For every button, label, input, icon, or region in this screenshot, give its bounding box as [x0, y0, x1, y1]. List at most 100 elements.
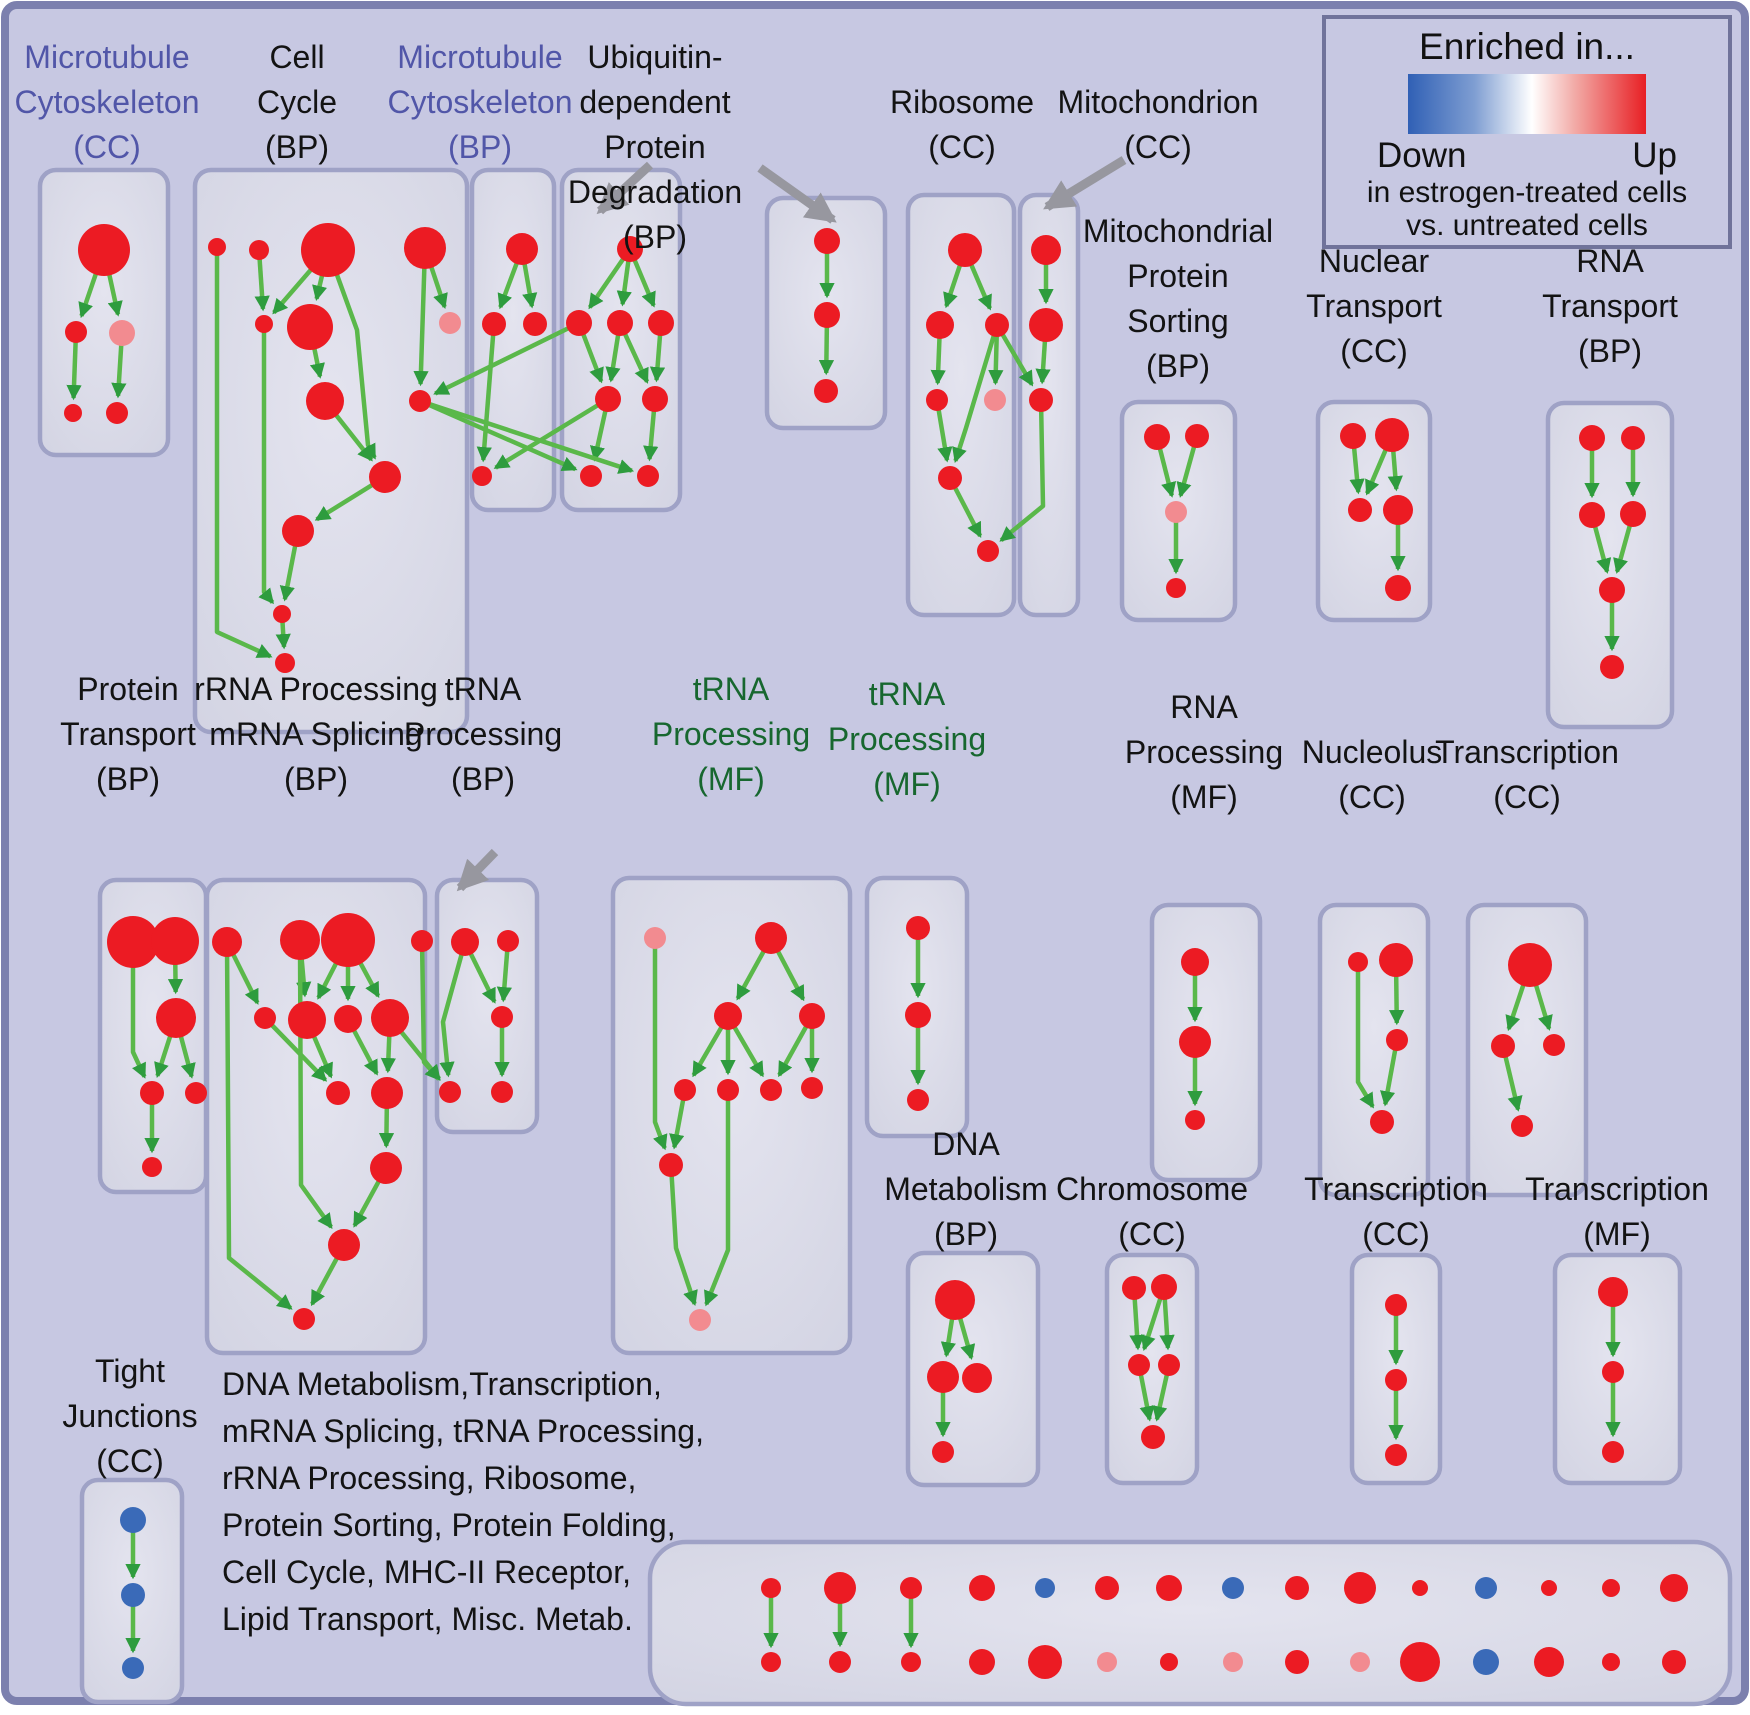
label-dna-metabolism-bp: DNA Metabolism (BP)	[884, 1126, 1048, 1252]
go-term-node	[439, 312, 461, 334]
go-term-node	[326, 1081, 350, 1105]
go-term-node	[282, 515, 314, 547]
go-term-node	[814, 302, 840, 328]
go-term-node	[1031, 235, 1061, 265]
go-term-node	[1344, 1572, 1376, 1604]
go-term-node	[275, 653, 295, 673]
go-term-node	[409, 390, 431, 412]
go-term-node	[1029, 388, 1053, 412]
label-mitochondrial-protein-sorting-bp: Mitochondrial Protein Sorting (BP)	[1083, 213, 1273, 384]
label-microtubule-cytoskeleton-cc: Microtubule Cytoskeleton (CC)	[15, 39, 200, 165]
label-nuclear-transport-cc: Nuclear Transport (CC)	[1306, 243, 1442, 369]
label-transcription-cc: Transcription (CC)	[1435, 734, 1619, 815]
go-term-node	[109, 320, 135, 346]
go-term-node	[761, 1578, 781, 1598]
go-term-node	[1598, 1277, 1628, 1307]
go-term-node	[1385, 1294, 1407, 1316]
go-term-node	[984, 389, 1006, 411]
label-pointer-arrow	[757, 164, 837, 224]
go-term-node	[1543, 1034, 1565, 1056]
go-term-node	[905, 1002, 931, 1028]
go-term-node	[814, 228, 840, 254]
go-term-node	[927, 1361, 959, 1393]
edge-arrow	[652, 938, 668, 1151]
edge-arrow	[999, 399, 1046, 542]
go-term-node	[824, 1572, 856, 1604]
rrna-processing-mrna-splicing-bp-box	[204, 877, 428, 1356]
go-term-node	[1144, 424, 1170, 450]
go-term-node	[580, 465, 602, 487]
go-term-node	[1028, 1645, 1062, 1679]
go-term-node	[1385, 1369, 1407, 1391]
go-term-node	[814, 379, 838, 403]
label-pointer-arrow	[1043, 156, 1127, 211]
go-term-node	[1185, 424, 1209, 448]
go-term-node	[1412, 1580, 1428, 1596]
go-term-node	[799, 1003, 825, 1029]
go-term-node	[1379, 943, 1413, 977]
nuclear-transport-cc-box	[1315, 399, 1433, 623]
go-term-node	[65, 321, 87, 343]
label-trna-processing-mf-2: tRNA Processing (MF)	[828, 676, 986, 802]
go-term-node	[801, 1077, 823, 1099]
go-term-node	[1158, 1354, 1180, 1376]
go-term-node	[1179, 1026, 1211, 1058]
go-term-node	[977, 540, 999, 562]
go-term-node	[566, 310, 592, 336]
go-term-node	[371, 1077, 403, 1109]
label-chromosome-cc: Chromosome (CC)	[1056, 1171, 1248, 1252]
go-term-node	[1370, 1110, 1394, 1134]
go-term-node	[1491, 1034, 1515, 1058]
go-term-node	[926, 311, 954, 339]
go-term-node	[451, 928, 479, 956]
edge-arrow	[433, 320, 580, 396]
label-mitochondrion-cc: Mitochondrion (CC)	[1058, 84, 1259, 165]
go-term-node	[1602, 1579, 1620, 1597]
go-term-node	[1166, 578, 1186, 598]
edge-arrow	[493, 397, 610, 470]
edge-arrow	[668, 1164, 698, 1307]
go-term-node	[411, 930, 433, 952]
edge-arrow	[66, 331, 82, 401]
label-rrna-processing-mrna-splicing-bp: rRNA Processing mRNA Splicing (BP)	[194, 671, 438, 797]
go-term-node	[404, 227, 446, 269]
go-term-node	[280, 920, 320, 960]
legend-down-label: Down	[1377, 136, 1467, 175]
label-trna-processing-mf-1: tRNA Processing (MF)	[652, 671, 810, 797]
edge-arrow	[952, 324, 1000, 464]
go-term-node	[755, 922, 787, 954]
edge-arrow	[419, 398, 578, 472]
go-term-node	[212, 927, 242, 957]
chromosome-cc-box	[1104, 1252, 1200, 1486]
go-term-node	[1375, 418, 1409, 452]
edge-arrow	[1355, 962, 1375, 1109]
go-term-node	[1400, 1642, 1440, 1682]
go-term-node	[985, 313, 1009, 337]
go-term-node	[962, 1363, 992, 1393]
go-term-node	[659, 1153, 683, 1177]
legend-caption-1: in estrogen-treated cells	[1366, 176, 1688, 209]
go-term-node	[301, 223, 355, 277]
go-term-node	[1285, 1576, 1309, 1600]
go-term-node	[689, 1309, 711, 1331]
go-term-node	[1285, 1650, 1309, 1674]
go-term-node	[1602, 1361, 1624, 1383]
go-term-node	[482, 312, 506, 336]
edge-arrow	[263, 1016, 328, 1082]
go-term-node	[969, 1575, 995, 1601]
go-term-node	[1541, 1580, 1557, 1596]
go-term-node	[1534, 1647, 1564, 1677]
go-term-node	[321, 913, 375, 967]
go-term-node	[648, 310, 674, 336]
label-pointer-arrow	[596, 161, 654, 215]
label-misc-list: DNA Metabolism,Transcription, mRNA Splici…	[222, 1366, 704, 1637]
go-term-node	[1621, 426, 1645, 450]
label-protein-transport-bp: Protein Transport (BP)	[60, 671, 196, 797]
go-term-node	[208, 238, 226, 256]
go-term-node	[1350, 1652, 1370, 1672]
go-term-node	[617, 236, 643, 262]
go-term-node	[370, 1152, 402, 1184]
go-term-node	[907, 1089, 929, 1111]
go-term-node	[674, 1079, 696, 1101]
go-term-node	[906, 916, 930, 940]
